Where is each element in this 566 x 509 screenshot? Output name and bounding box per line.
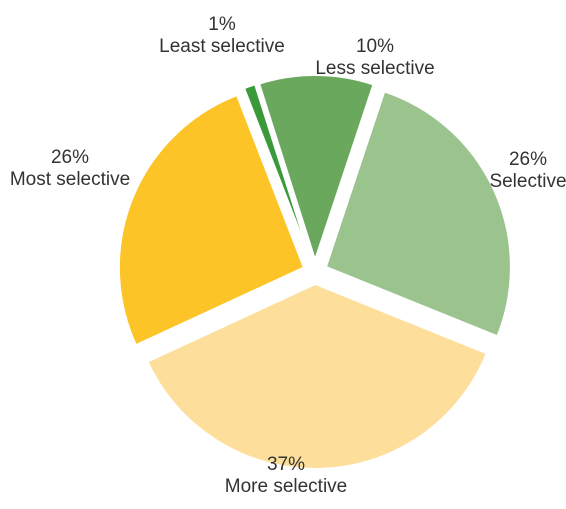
slice-value-label: 10%: [356, 36, 394, 57]
slice-category-label: Selective: [489, 171, 566, 192]
slice-category-label: Most selective: [10, 169, 130, 190]
slice-category-label: Least selective: [159, 36, 285, 57]
slice-value-label: 1%: [208, 14, 236, 35]
slice-value-label: 37%: [267, 454, 305, 475]
pie-slice-selective: [324, 90, 512, 338]
pie-slice-least-selective: [242, 83, 312, 262]
pie-slices: [117, 74, 512, 470]
slice-category-label: More selective: [225, 476, 348, 497]
slice-category-label: Less selective: [315, 58, 434, 79]
slice-value-label: 26%: [51, 147, 89, 168]
pie-labels: 1%Least selective 10%Less selective26%Sel…: [10, 14, 566, 497]
pie-slice-most-selective: [117, 93, 306, 347]
slice-value-label: 26%: [509, 149, 547, 170]
pie-slice-more-selective: [146, 282, 489, 470]
pie-slice-less-selective: [257, 74, 375, 264]
